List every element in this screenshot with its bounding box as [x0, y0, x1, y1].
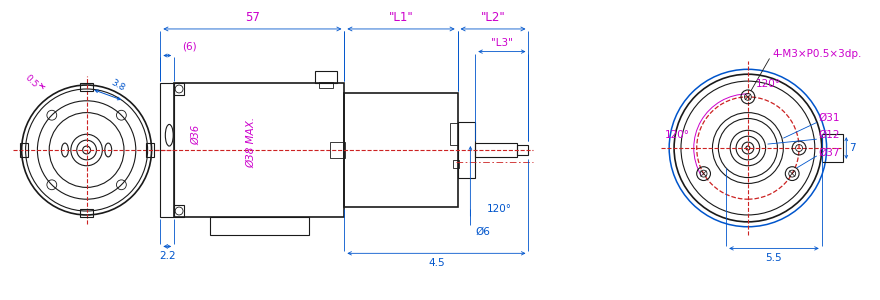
Bar	[80, 209, 93, 217]
Text: 4-M3×P0.5×3dp.: 4-M3×P0.5×3dp.	[773, 49, 862, 58]
Bar	[344, 93, 458, 207]
Text: "L3": "L3"	[491, 38, 513, 48]
Bar	[319, 82, 333, 88]
Bar	[458, 122, 475, 178]
Text: Ø38 MAX.: Ø38 MAX.	[246, 117, 256, 168]
Text: Ø37: Ø37	[818, 148, 840, 158]
Text: 2.2: 2.2	[159, 251, 176, 261]
Text: 120°: 120°	[756, 79, 781, 89]
Bar	[174, 83, 184, 95]
Text: 120°: 120°	[488, 204, 512, 214]
Bar	[174, 83, 344, 217]
Text: Ø31: Ø31	[818, 112, 840, 122]
Bar	[315, 71, 336, 83]
Bar	[160, 83, 174, 217]
Text: 3.8: 3.8	[109, 78, 126, 92]
Bar	[146, 143, 153, 157]
Text: Ø36: Ø36	[191, 125, 201, 145]
Bar	[19, 143, 27, 157]
Bar	[174, 205, 184, 217]
Text: "L1": "L1"	[389, 11, 414, 24]
Text: 120°: 120°	[664, 130, 690, 140]
Text: Ø6: Ø6	[475, 227, 490, 237]
Bar	[450, 123, 458, 145]
Bar	[822, 134, 843, 162]
Text: 7: 7	[849, 143, 856, 153]
Text: 4.5: 4.5	[428, 258, 444, 268]
Text: "L2": "L2"	[480, 11, 505, 24]
Bar	[210, 217, 309, 235]
Text: Ø12: Ø12	[818, 130, 840, 140]
Bar	[80, 83, 93, 91]
Bar	[517, 145, 529, 155]
Text: 0.5: 0.5	[23, 73, 40, 89]
Text: (6): (6)	[182, 42, 196, 52]
Bar	[475, 143, 517, 157]
Bar	[330, 142, 346, 158]
Bar	[452, 160, 458, 168]
Text: 5.5: 5.5	[766, 253, 782, 263]
Text: 57: 57	[245, 11, 260, 24]
